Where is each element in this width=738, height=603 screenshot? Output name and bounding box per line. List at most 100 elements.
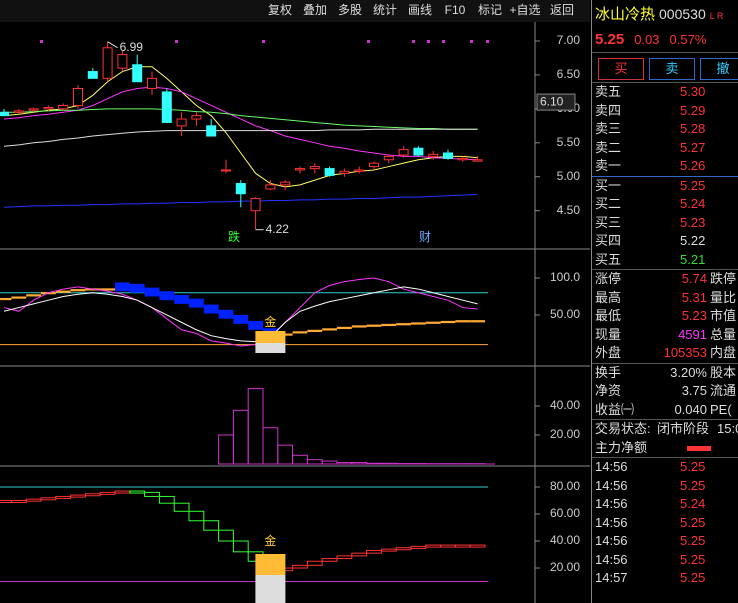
toolbar-button[interactable]: +自选 <box>509 3 540 17</box>
candle-body <box>428 153 439 157</box>
band-bar <box>218 309 234 319</box>
indicator-line <box>3 128 478 147</box>
book-row: 买五 5.21 <box>592 251 738 270</box>
hist-bar <box>336 462 353 465</box>
step-box <box>469 544 486 548</box>
toolbar-button[interactable]: 统计 <box>373 3 397 17</box>
low-label: 4.22 <box>266 222 290 236</box>
stat-label: 市值 <box>710 308 737 323</box>
book-label: 卖一 <box>595 158 622 173</box>
step-box <box>144 491 160 497</box>
high-pointer <box>107 41 118 49</box>
band-bar <box>129 283 145 293</box>
toolbar-button[interactable]: 返回 <box>550 3 574 17</box>
toolbar-button[interactable]: 标记 <box>478 3 502 17</box>
price: 5.25 <box>595 31 625 48</box>
y-tick-label: 20.00 <box>550 427 580 441</box>
band-bar <box>11 296 27 299</box>
step-box <box>218 529 234 542</box>
band-bar <box>351 325 367 328</box>
step-box <box>380 548 397 552</box>
trade-row: 14:57 5.25 <box>592 569 738 588</box>
trade-time: 14:56 <box>595 459 628 474</box>
candle-body <box>324 168 335 176</box>
y-tick-label: 5.00 <box>557 169 581 183</box>
stat-row: 收益㈠ 0.040 PE( <box>592 401 738 420</box>
band-bar <box>159 291 175 301</box>
step-box <box>10 499 27 503</box>
trade-time: 14:56 <box>595 477 628 493</box>
toolbar-button[interactable]: 多股 <box>338 3 362 17</box>
step-box <box>454 544 471 548</box>
toolbar-button[interactable]: 画线 <box>408 3 432 17</box>
stat-value: 5.74 <box>681 271 707 286</box>
book-price: 5.24 <box>680 196 706 211</box>
stat-value: 3.75 <box>681 383 707 398</box>
stat-value: 3.20% <box>670 364 707 380</box>
trade-row: 14:56 5.25 <box>592 458 738 477</box>
button-row: 买卖撤 <box>592 53 738 83</box>
candle-body <box>369 162 379 168</box>
indicator-line <box>3 86 478 161</box>
book-row: 卖五 5.30 <box>592 83 738 102</box>
trade-time: 14:56 <box>595 551 628 567</box>
title-row: 冰山冷热 000530 L R <box>592 0 738 28</box>
band-bar <box>26 294 41 297</box>
y-tick-label: 40.00 <box>550 398 580 412</box>
current-box <box>536 93 576 111</box>
book-label: 买五 <box>595 251 622 267</box>
candle-body <box>176 118 187 127</box>
y-tick-label: 20.00 <box>550 560 580 574</box>
toolbar-button[interactable]: 复权 <box>268 3 292 17</box>
y-tick-label: 50.00 <box>550 307 580 321</box>
band-bar <box>366 324 382 327</box>
trade-row: 14:56 5.24 <box>592 495 738 514</box>
book-price: 5.26 <box>680 158 706 173</box>
candle-body <box>191 115 202 120</box>
hist-bar <box>277 444 294 465</box>
step-box <box>188 510 205 522</box>
candle-body <box>472 159 483 162</box>
y-tick-label: 6.50 <box>557 67 581 81</box>
book-label: 买四 <box>595 233 622 248</box>
candle-body <box>457 157 468 161</box>
book-row: 卖二 5.27 <box>592 139 738 158</box>
status-row: 交易状态: 闭市阶段 15:0 <box>592 420 738 439</box>
candle-body <box>28 108 39 111</box>
book-label: 卖五 <box>595 84 622 99</box>
step-box <box>0 499 12 503</box>
trade-button[interactable]: 卖 <box>649 58 695 80</box>
band-bar <box>292 331 308 334</box>
stat-row: 换手 3.20% 股本 <box>592 364 738 383</box>
step-box <box>40 497 57 501</box>
band-bar <box>307 329 323 332</box>
y-tick-label: 80.00 <box>550 479 580 493</box>
stat-value: 105353 <box>663 345 707 360</box>
dots <box>40 40 489 43</box>
hist-bar <box>351 462 368 465</box>
flow-label: 主力净额 <box>595 439 648 455</box>
current-label: 6.10 <box>540 94 564 108</box>
stat-label: 净资 <box>595 383 622 398</box>
candle-body <box>398 149 409 156</box>
trade-button[interactable]: 撤 <box>700 58 738 80</box>
toolbar-button[interactable]: 叠加 <box>303 3 327 17</box>
candle-body <box>221 169 231 172</box>
stat-value: 5.23 <box>681 308 707 323</box>
trade-button[interactable]: 买 <box>598 58 644 80</box>
toolbar-button[interactable]: F10 <box>445 3 466 17</box>
step-box <box>366 549 382 554</box>
step-box <box>410 545 427 549</box>
hist-bar <box>218 434 234 465</box>
hist-bar <box>232 409 249 465</box>
signal-label: 金 <box>264 314 276 329</box>
stat-label: 最低 <box>595 308 622 323</box>
trade-price: 5.25 <box>680 533 706 548</box>
candle-body <box>280 181 291 186</box>
candle-body <box>87 71 98 79</box>
step-box <box>70 494 86 498</box>
stock-code: 000530 <box>659 6 706 22</box>
signal-block <box>255 343 286 353</box>
step-box <box>440 544 456 548</box>
stat-label: PE( <box>710 401 732 417</box>
